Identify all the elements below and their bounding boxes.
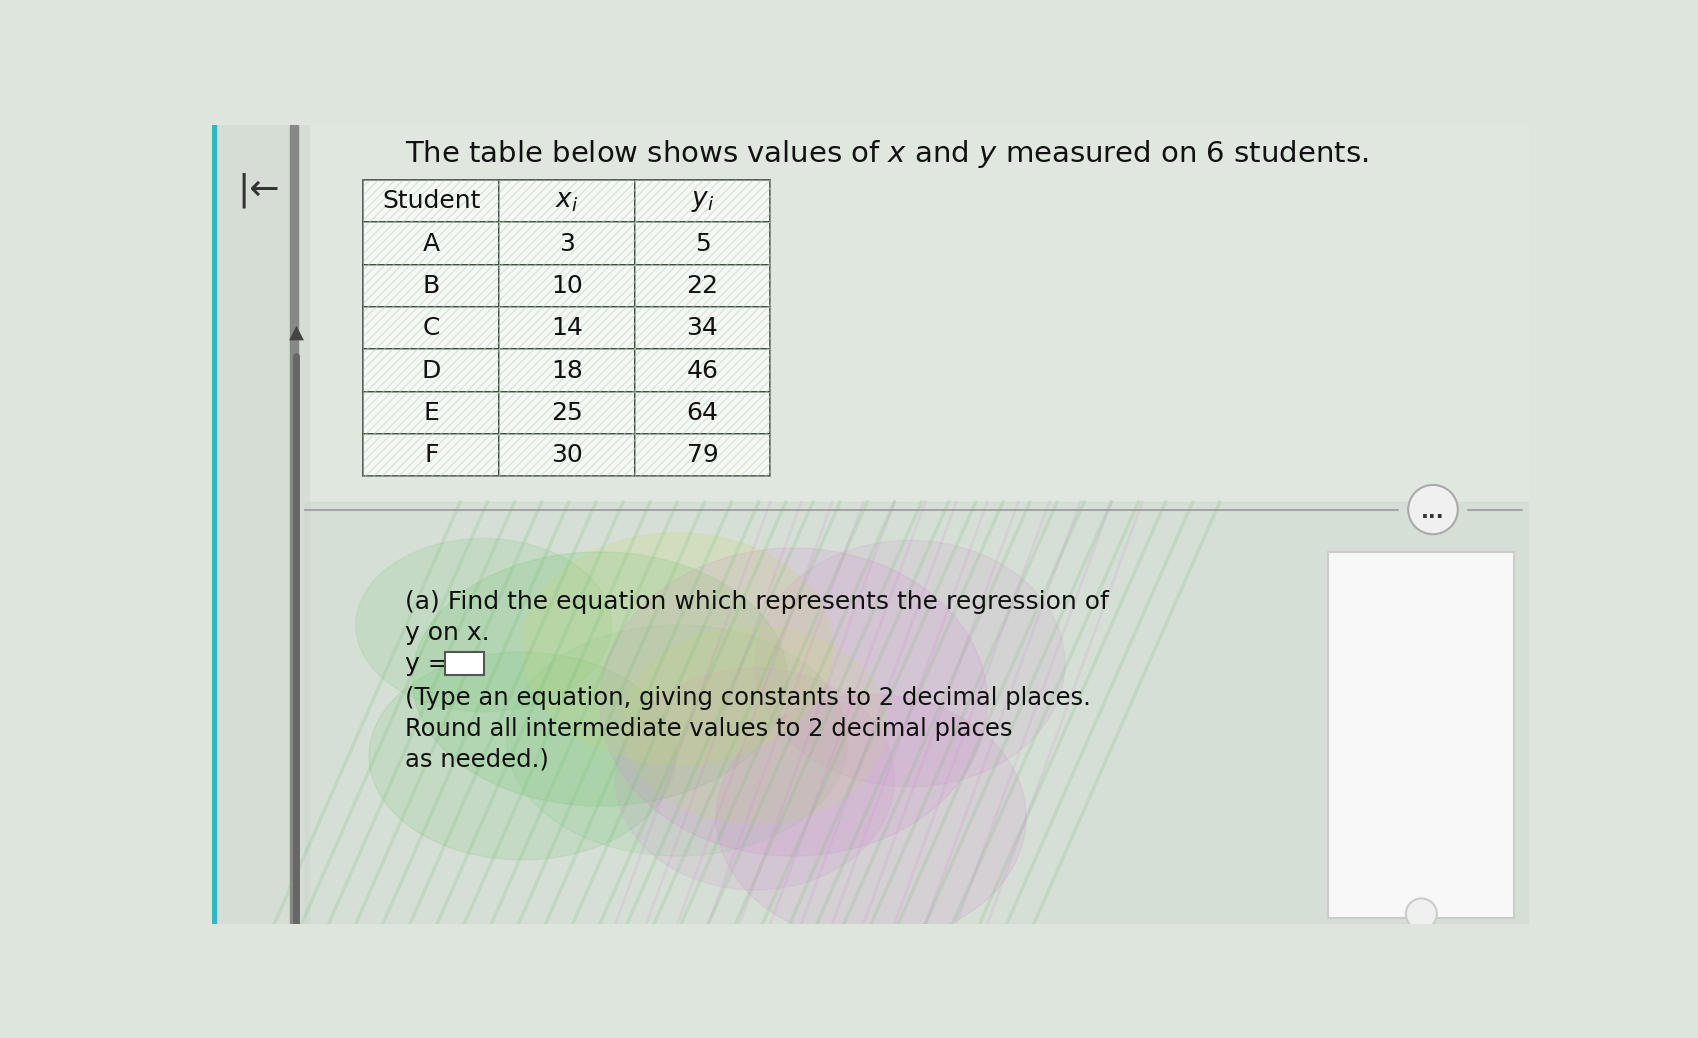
Text: (a) Find the equation which represents the regression of: (a) Find the equation which represents t… xyxy=(404,590,1107,613)
Text: 25: 25 xyxy=(550,401,582,425)
Bar xyxy=(499,307,635,350)
Text: D: D xyxy=(421,358,441,383)
Bar xyxy=(363,391,499,434)
Bar xyxy=(363,265,499,307)
Bar xyxy=(635,434,769,476)
Bar xyxy=(212,125,216,924)
Text: ...: ... xyxy=(1420,501,1443,521)
Bar xyxy=(363,350,499,391)
Text: as needed.): as needed.) xyxy=(404,747,548,772)
Bar xyxy=(635,307,769,350)
Text: ▲: ▲ xyxy=(289,323,304,342)
Bar xyxy=(363,434,499,476)
Circle shape xyxy=(1408,485,1457,535)
Text: 30: 30 xyxy=(550,443,582,467)
Text: 46: 46 xyxy=(686,358,718,383)
Text: F: F xyxy=(424,443,438,467)
Bar xyxy=(445,652,484,675)
Bar xyxy=(306,501,1528,924)
Ellipse shape xyxy=(715,694,1026,940)
Ellipse shape xyxy=(754,541,1065,787)
Bar xyxy=(363,222,499,265)
Text: $y_i$: $y_i$ xyxy=(691,188,713,214)
Text: 22: 22 xyxy=(686,274,718,298)
Bar xyxy=(1328,552,1513,918)
Bar xyxy=(290,125,297,924)
Text: The table below shows values of $x$ and $y$ measured on 6 students.: The table below shows values of $x$ and … xyxy=(404,138,1367,170)
Ellipse shape xyxy=(413,552,786,807)
Text: Round all intermediate values to 2 decimal places: Round all intermediate values to 2 decim… xyxy=(404,717,1012,741)
Bar xyxy=(499,222,635,265)
Text: 18: 18 xyxy=(550,358,582,383)
Ellipse shape xyxy=(521,532,832,764)
Text: 14: 14 xyxy=(550,317,582,340)
Bar xyxy=(499,307,635,350)
Text: 64: 64 xyxy=(686,401,718,425)
Bar xyxy=(363,265,499,307)
Bar xyxy=(635,265,769,307)
Bar xyxy=(363,180,499,222)
Bar xyxy=(499,350,635,391)
Bar xyxy=(363,350,499,391)
Bar xyxy=(499,222,635,265)
Bar xyxy=(635,391,769,434)
Text: (Type an equation, giving constants to 2 decimal places.: (Type an equation, giving constants to 2… xyxy=(404,686,1090,710)
Ellipse shape xyxy=(355,539,611,712)
Text: 3: 3 xyxy=(559,231,574,255)
Text: 5: 5 xyxy=(694,231,710,255)
Bar xyxy=(363,434,499,476)
Text: 10: 10 xyxy=(550,274,582,298)
Text: 34: 34 xyxy=(686,317,718,340)
Ellipse shape xyxy=(623,627,886,823)
Bar xyxy=(635,180,769,222)
Text: y on x.: y on x. xyxy=(404,621,489,645)
Bar xyxy=(499,434,635,476)
Bar xyxy=(635,350,769,391)
Bar xyxy=(499,434,635,476)
Text: B: B xyxy=(423,274,440,298)
Text: |←: |← xyxy=(238,172,280,208)
Bar xyxy=(635,434,769,476)
Text: E: E xyxy=(423,401,440,425)
Text: A: A xyxy=(423,231,440,255)
Bar xyxy=(635,350,769,391)
Bar xyxy=(635,391,769,434)
Bar xyxy=(635,222,769,265)
Text: C: C xyxy=(423,317,440,340)
Bar xyxy=(216,125,309,924)
Text: $x_i$: $x_i$ xyxy=(555,188,579,214)
Bar xyxy=(635,180,769,222)
Bar xyxy=(499,391,635,434)
Bar xyxy=(499,350,635,391)
Bar xyxy=(363,307,499,350)
Ellipse shape xyxy=(368,652,676,859)
Bar xyxy=(499,180,635,222)
Ellipse shape xyxy=(506,625,847,856)
Bar xyxy=(635,307,769,350)
Text: y =: y = xyxy=(404,652,457,676)
Bar xyxy=(363,307,499,350)
Bar xyxy=(499,391,635,434)
Bar xyxy=(635,222,769,265)
Bar xyxy=(499,265,635,307)
Bar xyxy=(363,180,499,222)
Circle shape xyxy=(1404,899,1437,929)
Ellipse shape xyxy=(599,548,987,856)
Ellipse shape xyxy=(615,668,893,890)
Bar xyxy=(635,265,769,307)
Bar xyxy=(363,222,499,265)
Text: Student: Student xyxy=(382,189,481,213)
Text: 79: 79 xyxy=(686,443,718,467)
Bar xyxy=(499,265,635,307)
Bar xyxy=(363,391,499,434)
Bar xyxy=(499,180,635,222)
